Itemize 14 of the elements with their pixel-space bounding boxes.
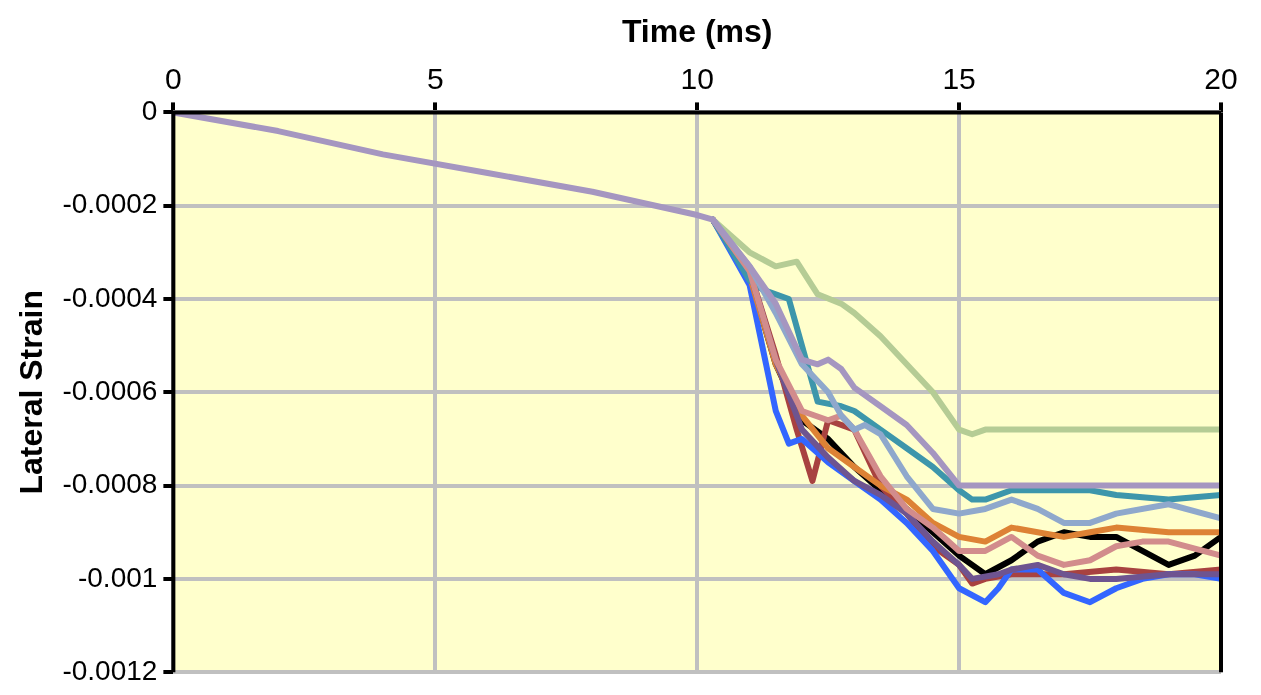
y-tick-label: -0.0008 <box>62 468 158 500</box>
x-tick-label: 20 <box>1204 61 1238 95</box>
y-tick-label: -0.0004 <box>62 281 158 313</box>
x-tick-label: 0 <box>165 61 182 95</box>
x-tick-label: 5 <box>426 61 444 95</box>
y-tick-label: -0.0002 <box>62 188 158 220</box>
y-tick-label: 0 <box>141 95 158 127</box>
y-tick-label: -0.0012 <box>62 654 158 686</box>
y-axis-title: Lateral Strain <box>13 290 50 495</box>
y-tick-label: -0.001 <box>77 561 158 593</box>
x-axis-title: Time (ms) <box>621 13 773 50</box>
x-tick-label: 10 <box>680 61 714 95</box>
x-tick-label: 15 <box>942 61 976 95</box>
y-tick-label: -0.0006 <box>62 375 158 407</box>
